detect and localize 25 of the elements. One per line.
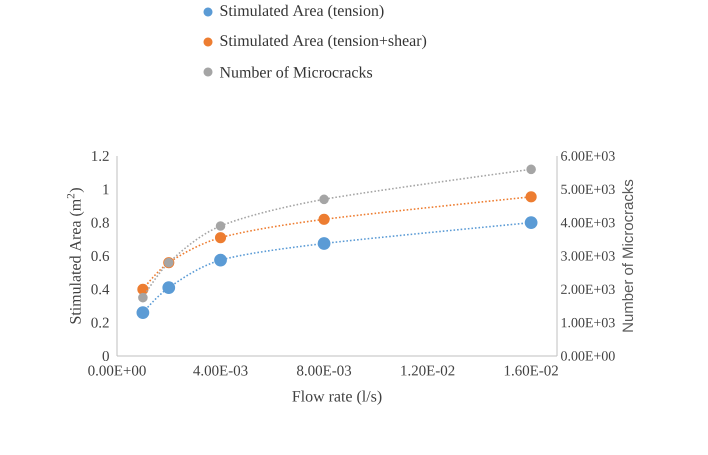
x-tick-label: 0.00E+00: [88, 365, 146, 376]
x-axis-title: Flow rate (l/s): [292, 390, 382, 405]
legend-label: Number of Microcracks: [220, 66, 372, 78]
legend-label: Stimulated Area (tension): [220, 4, 384, 20]
x-tick-label: 4.00E-03: [193, 365, 248, 376]
y-tick-label: 0.2: [91, 318, 109, 328]
y2-tick-label: 4.00E+03: [560, 218, 615, 228]
y2-tick-label: 3.00E+03: [561, 251, 615, 261]
y2-tick-label: 0.00E+00: [561, 351, 615, 361]
y-tick-label: 0: [102, 350, 109, 362]
y-axis-title: Stimulated Area (m$^{2}$): [66, 188, 84, 324]
x-tick-label: 8.00E-03: [297, 365, 352, 376]
y-tick-label: 1.2: [92, 150, 109, 162]
y-tick-label: 0.4: [91, 284, 110, 294]
y-tick-label: 1: [103, 184, 109, 194]
y2-axis-title: Number of Microcracks: [622, 180, 634, 332]
x-tick-label: 1.60E-02: [504, 365, 558, 376]
y2-tick-label: 2.00E+03: [561, 284, 615, 294]
x-tick-label: 1.20E-02: [401, 365, 454, 376]
y2-tick-label: 6.00E+03: [561, 151, 615, 161]
legend-label: Stimulated Area (tension+shear): [220, 34, 426, 50]
y-tick-label: 0.6: [91, 250, 110, 262]
y-tick-label: 0.8: [91, 218, 109, 228]
y2-tick-label: 1.00E+03: [562, 318, 615, 328]
y2-tick-label: 5.00E+03: [561, 184, 615, 194]
